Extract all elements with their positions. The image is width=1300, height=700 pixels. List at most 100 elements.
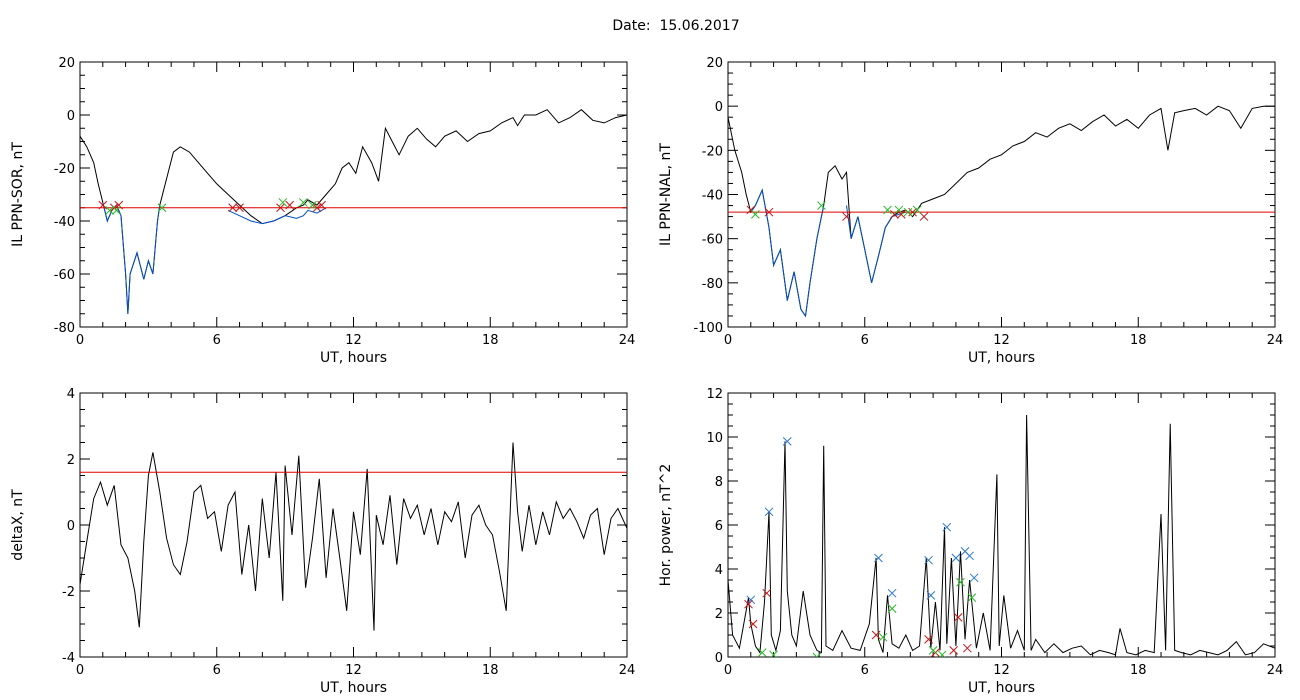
cross-marker-green xyxy=(105,206,114,215)
cross-marker-green xyxy=(937,650,947,657)
y-tick-label: 0 xyxy=(67,109,75,124)
trace-line xyxy=(80,109,627,314)
x-tick-label: 18 xyxy=(482,663,499,678)
x-axis-label: UT, hours xyxy=(320,680,387,696)
y-tick-label: 10 xyxy=(706,431,723,446)
y-tick-label: 0 xyxy=(715,100,723,115)
cross-marker-blue xyxy=(874,553,883,563)
cross-marker-green xyxy=(750,210,760,219)
cross-marker-green xyxy=(887,604,897,613)
cross-marker-blue xyxy=(746,595,756,605)
y-tick-label: 0 xyxy=(67,519,75,534)
cross-marker-red xyxy=(762,588,772,598)
y-axis-label: deltaX, nT xyxy=(10,489,26,561)
x-axis-label: UT, hours xyxy=(320,350,387,366)
y-tick-label: 20 xyxy=(706,56,723,71)
cross-marker-blue xyxy=(926,591,936,600)
cross-marker-red xyxy=(744,599,753,609)
cross-marker-blue xyxy=(782,437,792,446)
x-tick-label: 6 xyxy=(213,333,221,348)
cross-marker-green xyxy=(308,200,317,210)
cross-marker-blue xyxy=(924,555,933,565)
event-segment-line xyxy=(102,202,161,314)
cross-marker-green xyxy=(278,198,288,207)
y-axis-label: IL PPN-NAL, nT xyxy=(658,143,674,246)
y-tick-label: 4 xyxy=(67,387,75,402)
x-tick-label: 24 xyxy=(619,333,636,348)
cross-marker-red xyxy=(919,212,929,221)
y-tick-label: 0 xyxy=(715,651,723,666)
x-tick-label: 24 xyxy=(1267,333,1284,348)
cross-marker-green xyxy=(956,577,965,587)
cross-marker-red xyxy=(924,635,933,644)
y-tick-label: -4 xyxy=(62,651,75,666)
cross-marker-red xyxy=(748,619,758,629)
cross-marker-green xyxy=(812,652,822,657)
x-tick-label: 12 xyxy=(345,333,362,348)
cross-marker-red xyxy=(953,613,963,622)
y-tick-label: -40 xyxy=(54,215,75,230)
cross-marker-blue xyxy=(951,553,961,563)
x-tick-label: 12 xyxy=(993,663,1010,678)
cross-marker-blue xyxy=(887,588,897,598)
cross-marker-blue xyxy=(942,522,952,532)
cross-marker-red xyxy=(98,200,108,210)
y-tick-label: -2 xyxy=(62,585,75,600)
event-segment-line xyxy=(227,207,327,225)
y-tick-label: -60 xyxy=(702,233,723,248)
x-tick-label: 6 xyxy=(861,663,869,678)
cross-marker-green xyxy=(928,646,938,655)
x-axis-label: UT, hours xyxy=(968,350,1035,366)
cross-marker-red xyxy=(285,200,295,210)
cross-marker-blue xyxy=(969,573,979,583)
x-tick-label: 6 xyxy=(213,663,221,678)
y-tick-label: -20 xyxy=(54,162,75,177)
y-tick-label: -20 xyxy=(702,144,723,159)
cross-marker-green xyxy=(883,205,892,215)
cross-marker-green xyxy=(757,648,767,657)
cross-marker-blue xyxy=(965,551,974,561)
x-tick-label: 0 xyxy=(76,663,84,678)
x-tick-label: 12 xyxy=(993,333,1010,348)
cross-marker-red xyxy=(276,203,285,213)
cross-marker-red xyxy=(114,200,124,210)
cross-marker-red xyxy=(949,646,958,655)
x-tick-label: 18 xyxy=(1130,333,1147,348)
cross-marker-red xyxy=(764,207,774,217)
cross-marker-green xyxy=(878,632,888,642)
x-tick-label: 18 xyxy=(1130,663,1147,678)
cross-marker-green xyxy=(299,198,308,207)
cross-marker-red xyxy=(317,200,326,210)
panel-ppn-nal: 0 6 12 18 24 -100 -80 -60 -40 -20 0 20 UT, hours IL P… xyxy=(658,56,1283,366)
cross-marker-red xyxy=(896,210,906,219)
cross-marker-blue xyxy=(764,507,774,517)
x-tick-label: 0 xyxy=(724,663,732,678)
cross-marker-red xyxy=(908,207,917,217)
y-tick-label: 2 xyxy=(715,607,723,622)
y-tick-label: 2 xyxy=(67,453,75,468)
x-tick-label: 0 xyxy=(724,333,732,348)
cross-marker-green xyxy=(112,206,121,215)
cross-marker-green xyxy=(912,205,922,215)
x-tick-label: 24 xyxy=(1267,663,1284,678)
page-title: Date: 15.06.2017 xyxy=(612,18,740,34)
cross-marker-green xyxy=(903,207,913,217)
y-tick-label: -80 xyxy=(702,277,723,292)
data-layer xyxy=(728,414,1275,657)
y-tick-label: -40 xyxy=(702,189,723,204)
cross-marker-red xyxy=(235,203,244,213)
plot-frame xyxy=(79,392,628,658)
plot-frame xyxy=(727,61,1276,328)
trace-line xyxy=(80,442,627,631)
x-axis-label: UT, hours xyxy=(968,680,1035,696)
x-tick-label: 6 xyxy=(861,333,869,348)
y-tick-label: -60 xyxy=(54,268,75,283)
data-layer xyxy=(80,109,627,314)
x-tick-label: 12 xyxy=(345,663,362,678)
cross-marker-red xyxy=(228,203,238,213)
cross-marker-green xyxy=(157,203,167,213)
trace-line xyxy=(728,414,1275,656)
